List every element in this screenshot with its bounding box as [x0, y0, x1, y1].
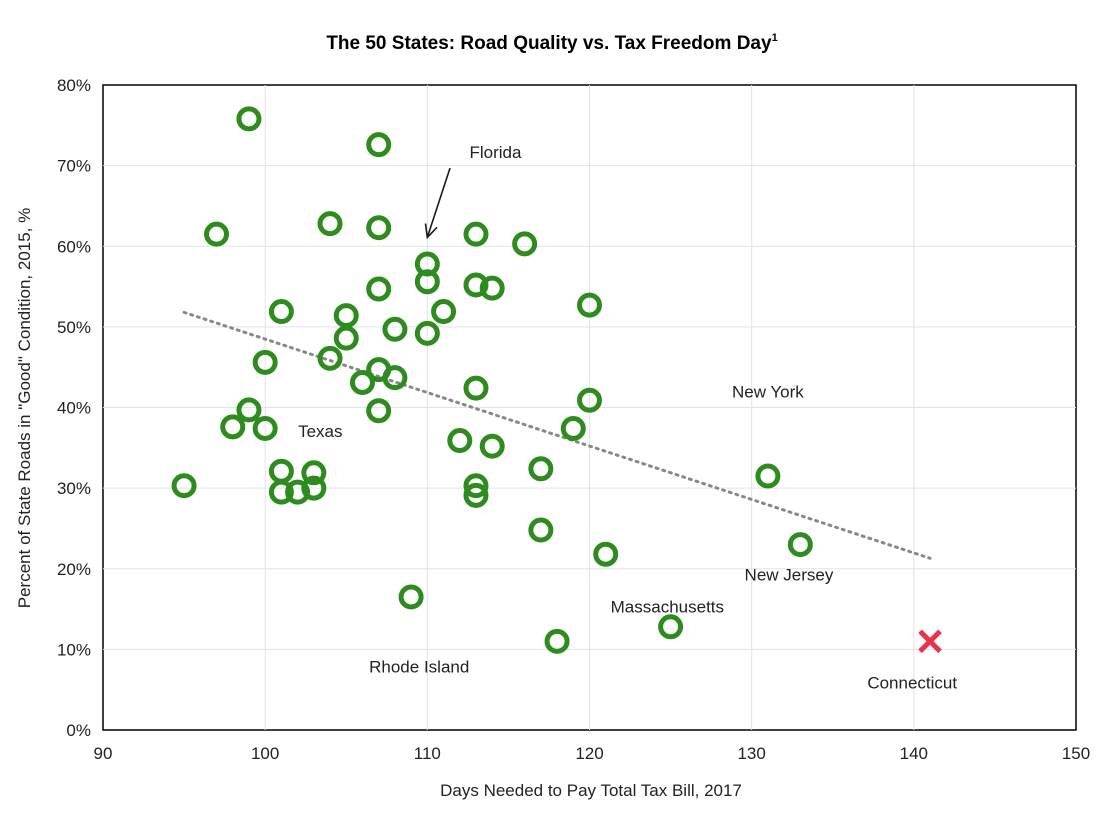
- state-point: [479, 275, 505, 301]
- state-point: [285, 479, 311, 505]
- state-point: [268, 479, 294, 505]
- state-point: [366, 132, 392, 158]
- state-point: [544, 628, 570, 654]
- state-point: [463, 375, 489, 401]
- florida-arrow: [424, 167, 451, 240]
- state-point: [577, 292, 602, 318]
- state-point: [317, 211, 343, 237]
- y-tick-label: 10%: [57, 640, 91, 659]
- y-axis-label: Percent of State Roads in "Good" Conditi…: [15, 208, 34, 608]
- y-tick-label: 20%: [57, 560, 91, 579]
- state-point: [463, 482, 489, 508]
- y-tick-label: 30%: [57, 479, 91, 498]
- state-point: [366, 276, 392, 302]
- state-point: [463, 473, 489, 499]
- x-tick-label: 130: [737, 744, 765, 763]
- state-point: [755, 463, 781, 489]
- x-tick-label: 120: [575, 744, 603, 763]
- state-point: [171, 473, 197, 499]
- connecticut-marker: [918, 629, 942, 654]
- annotation-label: Texas: [298, 422, 342, 441]
- state-point: [317, 345, 343, 371]
- state-point: [528, 517, 554, 543]
- data-points: [171, 106, 942, 654]
- state-point: [301, 475, 327, 501]
- x-tick-label: 90: [94, 744, 113, 763]
- arrow-head: [424, 223, 438, 240]
- gridlines: [103, 85, 1076, 730]
- annotation-label: New York: [732, 382, 804, 401]
- arrow-shaft: [426, 167, 451, 238]
- state-point: [658, 614, 684, 640]
- x-tick-label: 150: [1062, 744, 1090, 763]
- trendline: [182, 310, 932, 560]
- state-point: [414, 269, 440, 295]
- state-point: [560, 415, 586, 441]
- y-tick-label: 0%: [66, 721, 91, 740]
- state-point: [236, 397, 262, 423]
- state-point: [268, 458, 294, 484]
- state-point: [382, 316, 408, 342]
- state-point: [333, 303, 359, 329]
- state-point: [204, 221, 230, 247]
- state-point: [301, 460, 327, 486]
- state-point: [366, 215, 392, 241]
- x-stroke: [918, 629, 942, 654]
- state-point: [252, 349, 278, 375]
- y-tick-label: 60%: [57, 237, 91, 256]
- state-point: [349, 370, 375, 396]
- state-point: [236, 106, 262, 132]
- state-point: [787, 532, 813, 558]
- annotation-label: Massachusetts: [611, 598, 724, 617]
- state-point: [382, 365, 408, 391]
- y-tick-label: 80%: [57, 76, 91, 95]
- x-tick-label: 100: [251, 744, 279, 763]
- state-point: [528, 456, 554, 482]
- state-point: [431, 299, 457, 325]
- state-point: [463, 272, 489, 298]
- state-point: [252, 415, 278, 441]
- state-point: [577, 387, 602, 413]
- x-tick-label: 140: [900, 744, 928, 763]
- state-point: [593, 541, 619, 567]
- x-tick-label: 110: [414, 744, 441, 763]
- trendline-group: [182, 310, 932, 560]
- state-point: [268, 299, 294, 325]
- annotation-label: Florida: [469, 143, 522, 162]
- state-point: [479, 433, 505, 459]
- state-point: [512, 231, 538, 257]
- y-tick-label: 40%: [57, 399, 91, 418]
- x-axis-label: Days Needed to Pay Total Tax Bill, 2017: [440, 781, 742, 800]
- annotation-label: Rhode Island: [369, 657, 469, 676]
- annotation-label: Connecticut: [867, 673, 957, 692]
- state-point: [463, 221, 489, 247]
- y-tick-label: 70%: [57, 157, 91, 176]
- state-point: [414, 320, 440, 346]
- annotations: Florida Texas New York New Jersey Massachuse…: [298, 143, 957, 693]
- state-point: [398, 584, 424, 610]
- state-point: [220, 414, 246, 440]
- y-tick-label: 50%: [57, 318, 91, 337]
- chart-title: The 50 States: Road Quality vs. Tax Free…: [326, 32, 777, 54]
- state-point: [333, 325, 359, 351]
- annotation-label: New Jersey: [745, 565, 834, 584]
- tick-labels: 90 100 110 120 130 140 150 0% 10% 20% 30% 40% 50% 60%…: [57, 76, 1090, 763]
- state-point: [447, 428, 473, 454]
- state-point: [366, 398, 392, 424]
